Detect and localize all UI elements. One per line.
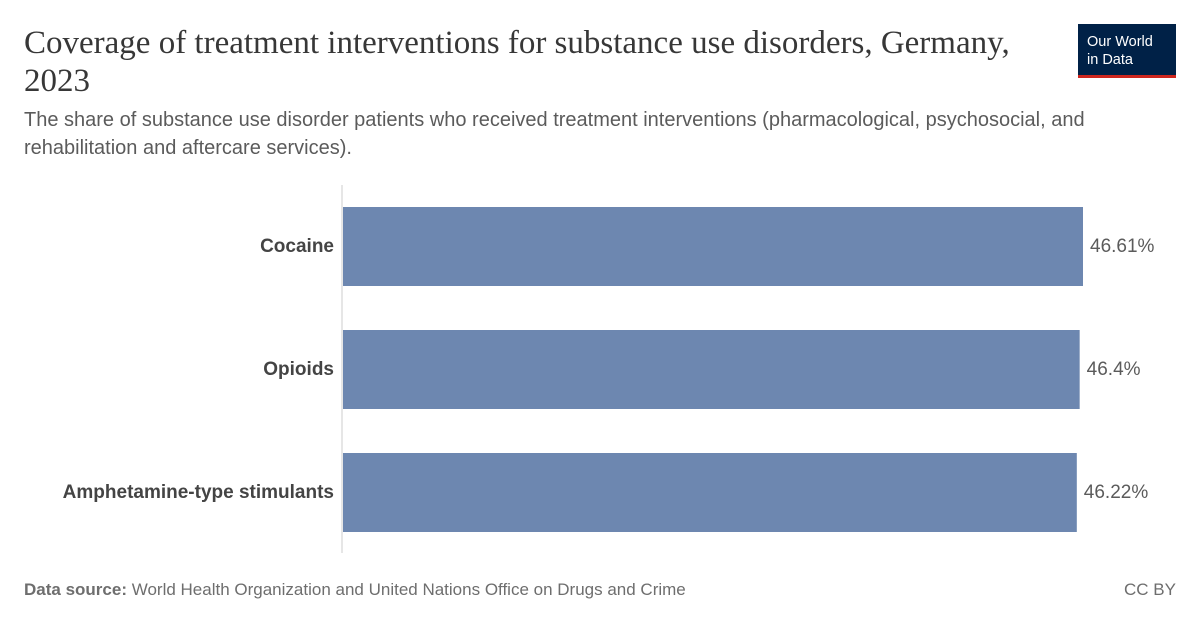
- bar-0[interactable]: [343, 207, 1083, 286]
- value-label-2: 46.22%: [1084, 482, 1149, 503]
- bar-1[interactable]: [343, 330, 1080, 409]
- logo-line-2: in Data: [1087, 52, 1133, 68]
- logo-line-1: Our World: [1087, 34, 1153, 50]
- chart-subtitle: The share of substance use disorder pati…: [24, 109, 1085, 159]
- bar-chart: Cocaine 46.61% Opioids 46.4% Amphetamine-typ…: [63, 185, 1155, 553]
- data-source: Data source: World Health Organization a…: [24, 580, 686, 600]
- data-source-text[interactable]: World Health Organization and United Nat…: [131, 580, 686, 599]
- data-source-label: Data source:: [24, 580, 127, 599]
- value-label-0: 46.61%: [1090, 236, 1155, 257]
- footer: Data source: World Health Organization a…: [24, 580, 1176, 600]
- bar-2[interactable]: [343, 453, 1077, 532]
- category-label-2: Amphetamine-type stimulants: [63, 482, 334, 503]
- chart-title: Coverage of treatment interventions for …: [24, 25, 1010, 99]
- license-label[interactable]: CC BY: [1124, 580, 1176, 599]
- category-label-0: Cocaine: [260, 236, 334, 257]
- value-label-1: 46.4%: [1087, 359, 1141, 380]
- category-label-1: Opioids: [263, 359, 334, 380]
- owid-logo[interactable]: Our World in Data: [1078, 24, 1176, 78]
